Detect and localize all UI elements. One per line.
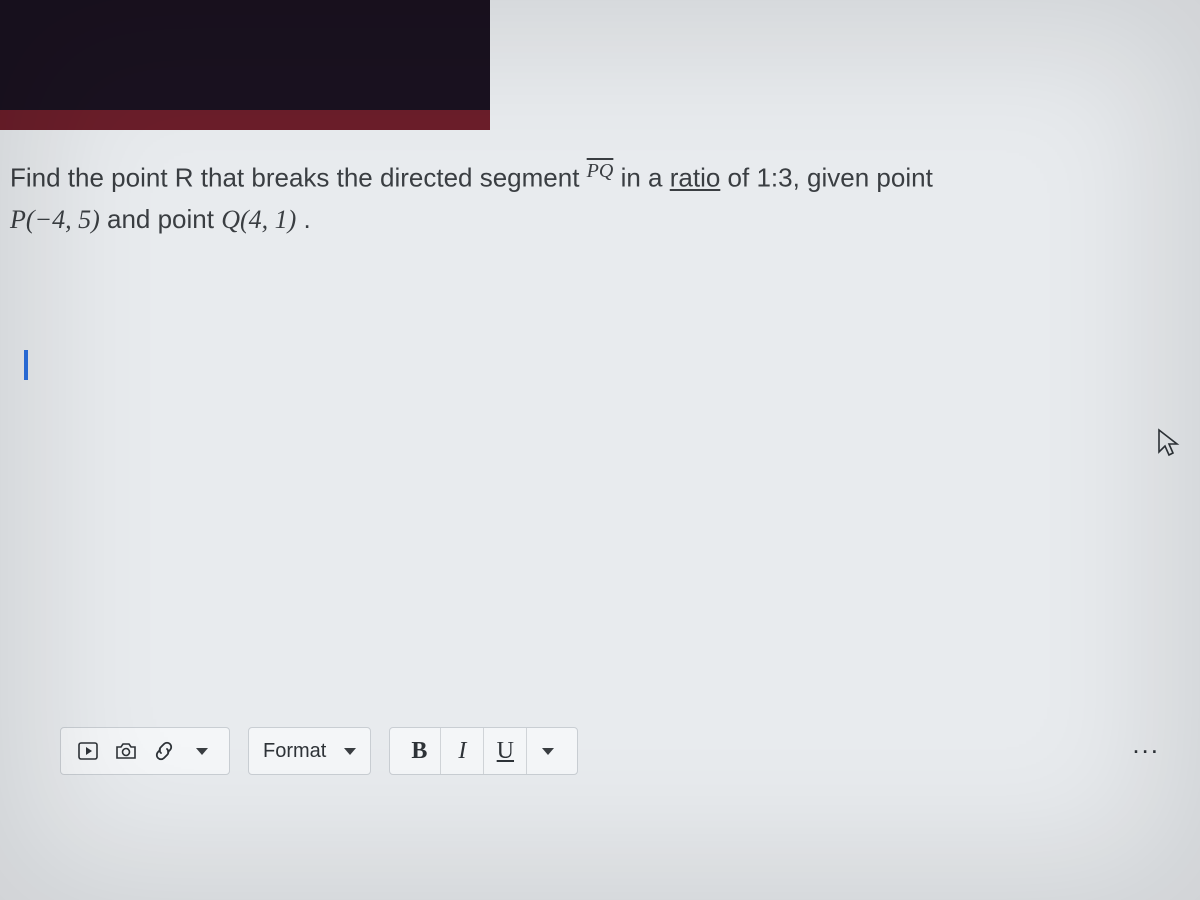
chevron-down-icon [344, 748, 356, 755]
text-style-group: B I U [389, 727, 578, 775]
underline-label: U [497, 738, 514, 765]
more-icon: ... [1132, 729, 1160, 759]
ratio-word: ratio [670, 163, 721, 193]
question-mid2: of 1:3, given point [728, 163, 933, 193]
point-q: Q(4, 1) [221, 205, 296, 234]
format-dropdown[interactable]: Format [248, 727, 371, 775]
style-dropdown[interactable] [526, 728, 569, 774]
media-tools-group [60, 727, 230, 775]
chevron-down-icon [196, 748, 208, 755]
italic-button[interactable]: I [440, 728, 483, 774]
editor-toolbar: Format B I U [60, 727, 578, 775]
segment-pq: PQ [587, 160, 614, 182]
bold-button[interactable]: B [398, 728, 440, 774]
camera-icon[interactable] [107, 728, 145, 774]
question-mid1: in a [621, 163, 670, 193]
link-icon[interactable] [145, 728, 183, 774]
text-cursor[interactable] [24, 350, 28, 380]
point-p: P(−4, 5) [10, 205, 100, 234]
more-options-button[interactable]: ... [1132, 729, 1160, 760]
play-icon[interactable] [69, 728, 107, 774]
mouse-cursor-icon [1156, 428, 1182, 465]
question-prefix: Find the point R that breaks the directe… [10, 163, 587, 193]
chevron-down-icon [542, 748, 554, 755]
question-suffix: . [304, 204, 311, 234]
italic-label: I [458, 738, 466, 765]
underline-button[interactable]: U [483, 728, 526, 774]
format-label: Format [257, 740, 338, 763]
red-strip [0, 110, 490, 130]
media-dropdown[interactable] [183, 728, 221, 774]
bold-label: B [411, 738, 427, 765]
question-mid3: and point [107, 204, 221, 234]
question-text: Find the point R that breaks the directe… [10, 155, 1180, 241]
